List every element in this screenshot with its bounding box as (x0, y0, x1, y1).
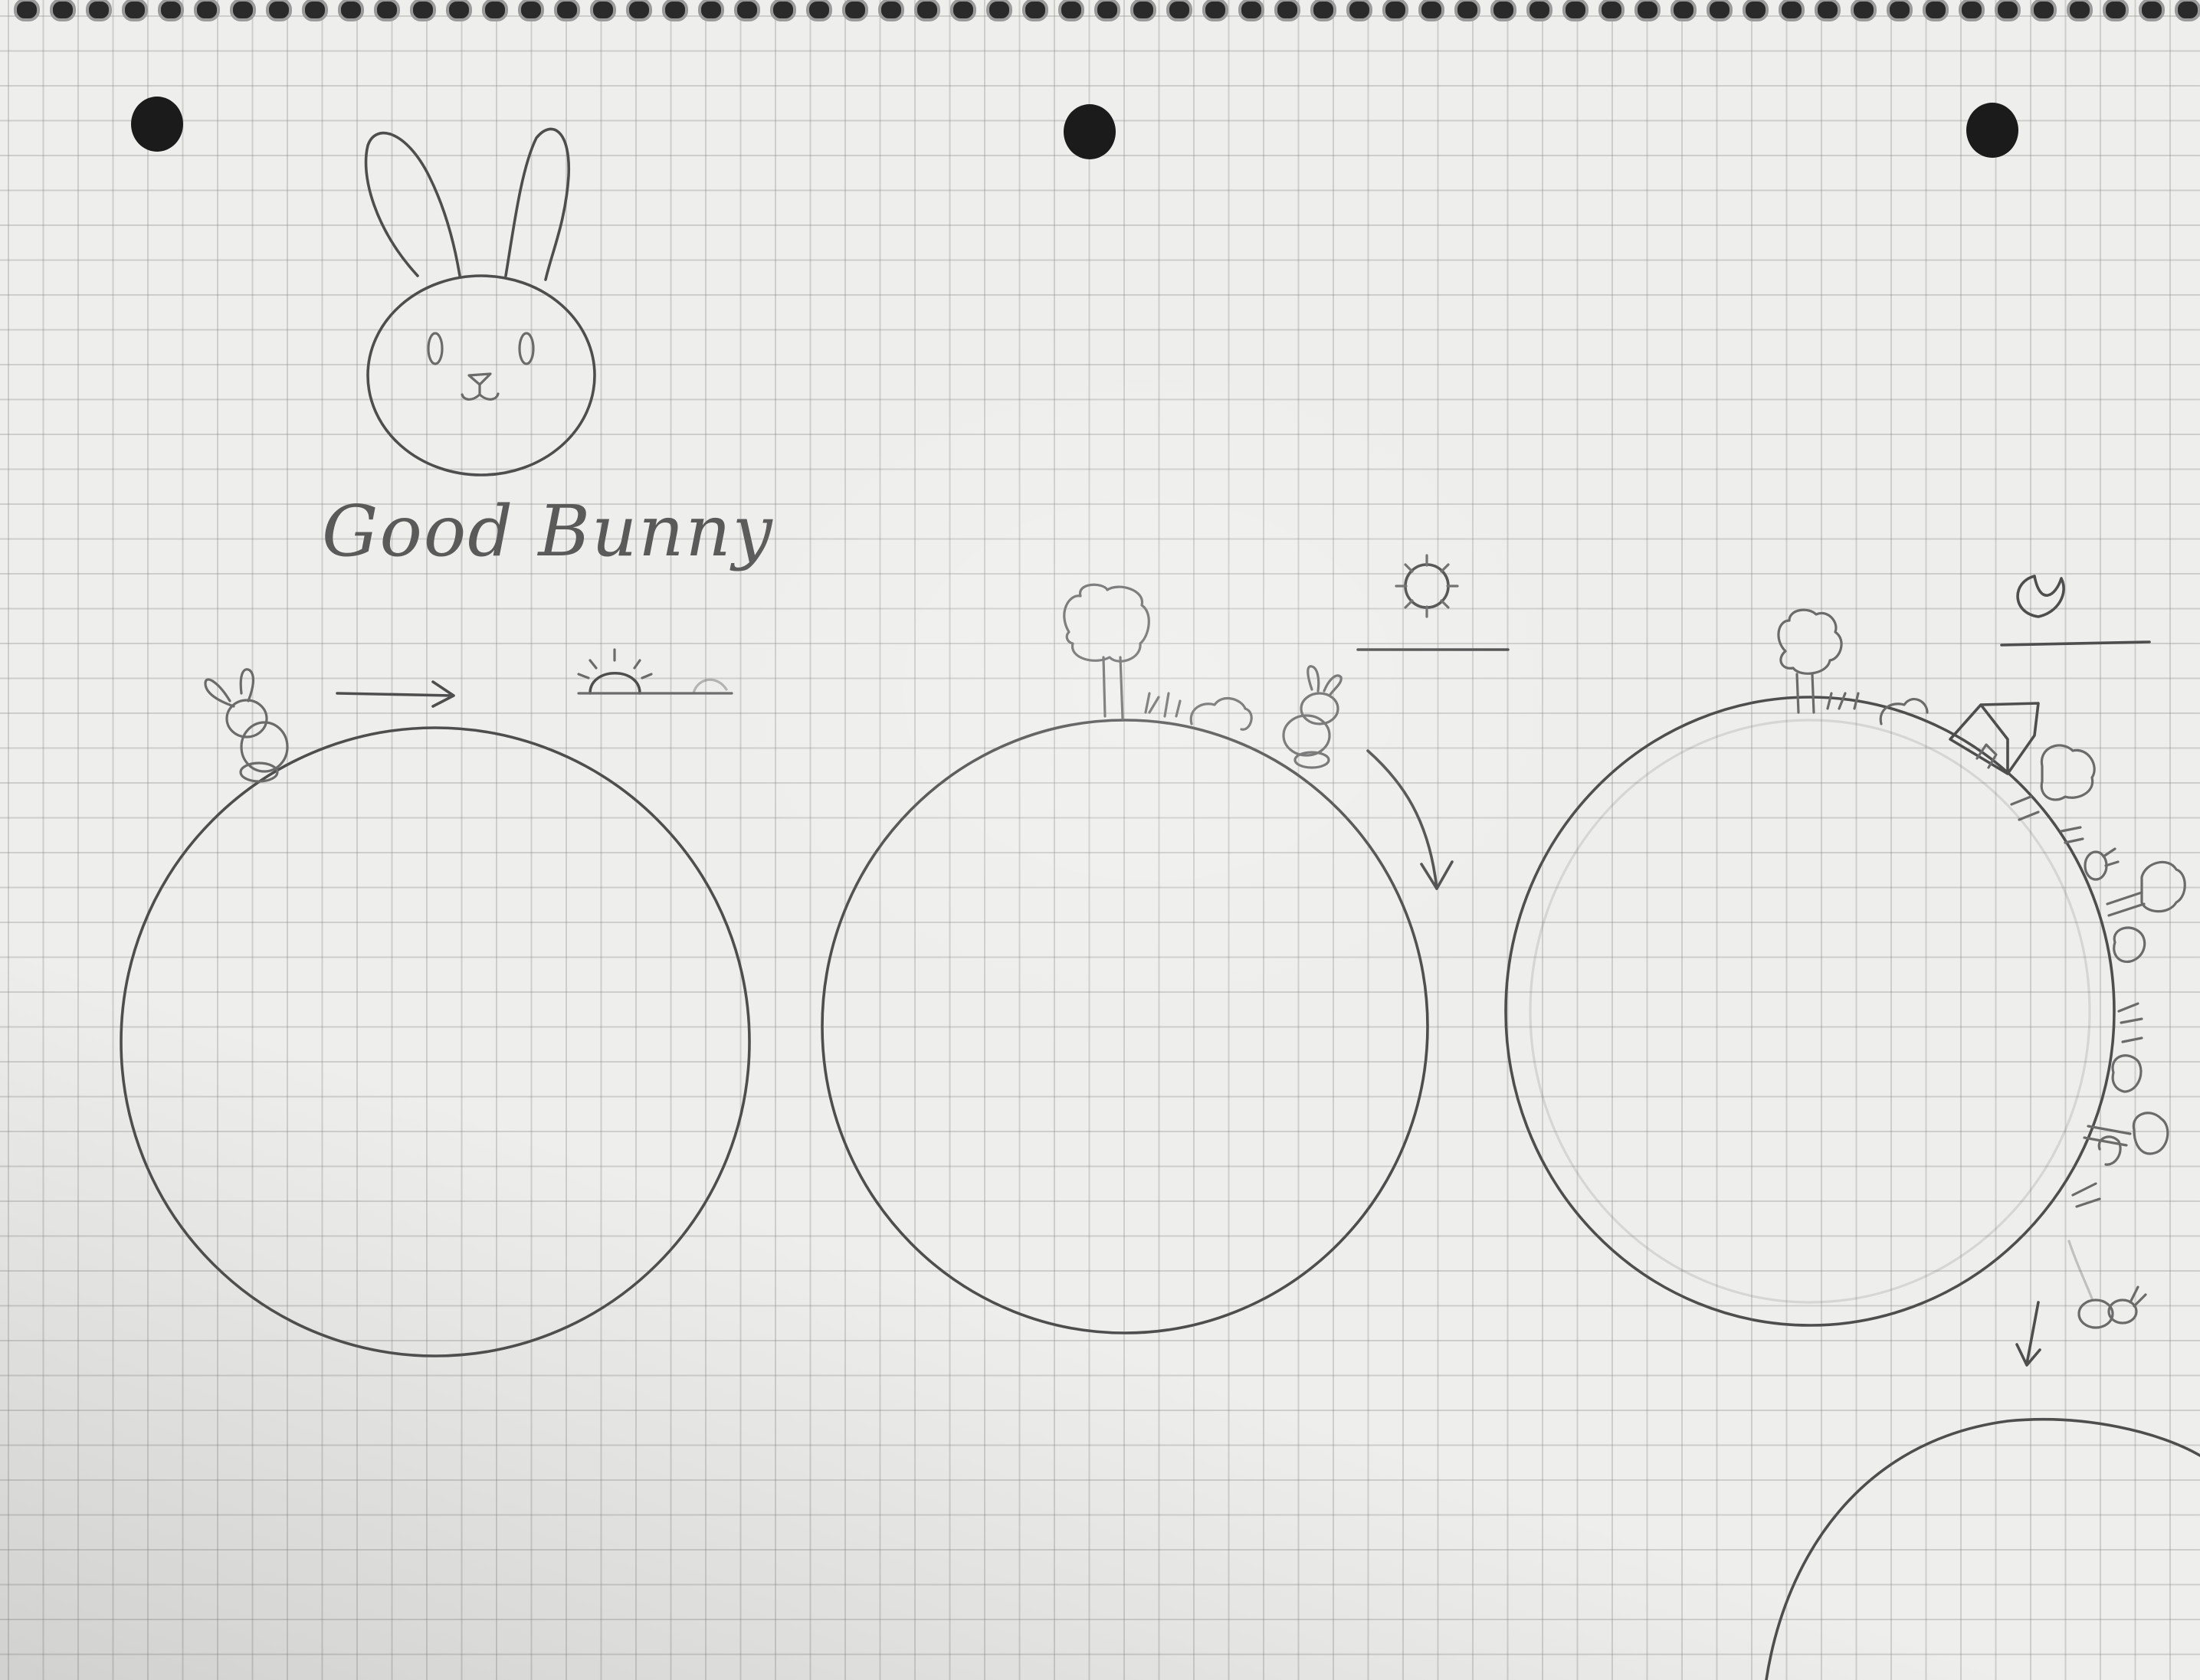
spiral-ring (734, 0, 760, 21)
grass-icon (2071, 1182, 2101, 1208)
planet-1 (120, 648, 751, 1357)
spiral-ring (230, 0, 256, 21)
spiral-ring (1094, 0, 1120, 21)
spiral-ring (14, 0, 40, 21)
spiral-ring (446, 0, 472, 21)
spiral-ring (1022, 0, 1048, 21)
spiral-ring (1851, 0, 1877, 21)
bush-icon (2111, 1054, 2143, 1093)
spiral-ring (1707, 0, 1733, 21)
spiral-ring (518, 0, 544, 21)
spiral-ring (842, 0, 868, 21)
spiral-ring (338, 0, 364, 21)
grass-icon (1144, 692, 1182, 718)
arrow-down-icon (2015, 1301, 2041, 1367)
spiral-ring (1959, 0, 1985, 21)
spiral-ring (806, 0, 832, 21)
tree-icon (2106, 860, 2186, 917)
spiral-ring (1382, 0, 1408, 21)
spiral-ring (2103, 0, 2129, 21)
spiral-ring (2067, 0, 2093, 21)
moon-icon (2000, 575, 2151, 647)
arrow-down-icon (1366, 749, 1454, 890)
spiral-ring (410, 0, 436, 21)
spiral-ring (1526, 0, 1552, 21)
spiral-ring (1490, 0, 1516, 21)
spiral-ring (482, 0, 508, 21)
spiral-ring (158, 0, 184, 21)
spiral-ring (302, 0, 328, 21)
bunny-icon (2084, 847, 2120, 881)
spiral-ring (2175, 0, 2200, 21)
tree-icon (1777, 608, 1843, 714)
grass-icon (2060, 826, 2084, 844)
spiral-ring (1346, 0, 1372, 21)
spiral-ring (266, 0, 292, 21)
planet-2 (821, 554, 1510, 1335)
bush-icon (1879, 698, 1929, 725)
planet-3 (1504, 575, 2186, 1367)
spiral-ring (374, 0, 400, 21)
sunrise-icon (577, 648, 733, 695)
arrow-right-icon (336, 680, 455, 708)
spiral-ring (1418, 0, 1444, 21)
bush-icon (2097, 1135, 2122, 1166)
bush-icon (2113, 926, 2146, 963)
grass-icon (1826, 692, 1860, 710)
spiral-ring (1743, 0, 1769, 21)
spiral-ring (1562, 0, 1589, 21)
spiral-ring (1887, 0, 1913, 21)
bunny-icon (2077, 1285, 2147, 1329)
bush-icon (1189, 696, 1253, 731)
spiral-ring (122, 0, 148, 21)
tree-icon (2010, 744, 2096, 821)
spiral-binding (14, 0, 2200, 21)
spiral-ring (590, 0, 616, 21)
spiral-ring (662, 0, 688, 21)
spiral-ring (1815, 0, 1841, 21)
spiral-ring (1670, 0, 1697, 21)
spiral-ring (86, 0, 112, 21)
spiral-ring (1598, 0, 1625, 21)
spiral-ring (1923, 0, 1949, 21)
punched-holes (131, 97, 2018, 159)
spiral-ring (878, 0, 904, 21)
bunny-icon (204, 668, 289, 783)
spiral-ring (1166, 0, 1192, 21)
spiral-ring (1058, 0, 1084, 21)
page-title: Good Bunny (322, 490, 774, 572)
spiral-ring (1454, 0, 1480, 21)
spiral-ring (698, 0, 724, 21)
spiral-ring (914, 0, 940, 21)
tree-icon (1063, 583, 1150, 720)
spiral-ring (986, 0, 1012, 21)
spiral-ring (626, 0, 652, 21)
bunny-icon (1282, 665, 1343, 769)
spiral-ring (1310, 0, 1336, 21)
grass-icon (2117, 1002, 2143, 1043)
spiral-ring (50, 0, 76, 21)
spiral-ring (1130, 0, 1156, 21)
spiral-ring (1779, 0, 1805, 21)
spiral-ring (1995, 0, 2021, 21)
spiral-ring (554, 0, 580, 21)
spiral-ring (194, 0, 220, 21)
spiral-ring (950, 0, 976, 21)
spiral-ring (1274, 0, 1300, 21)
spiral-ring (2139, 0, 2165, 21)
house-icon (1949, 702, 2040, 775)
sun-icon (1356, 554, 1510, 651)
spiral-ring (1634, 0, 1661, 21)
bunny-logo-icon (364, 127, 596, 476)
spiral-ring (1202, 0, 1228, 21)
spiral-ring (1238, 0, 1264, 21)
spiral-ring (2031, 0, 2057, 21)
planet-4-partial (1765, 1418, 2200, 1680)
spiral-ring (770, 0, 796, 21)
